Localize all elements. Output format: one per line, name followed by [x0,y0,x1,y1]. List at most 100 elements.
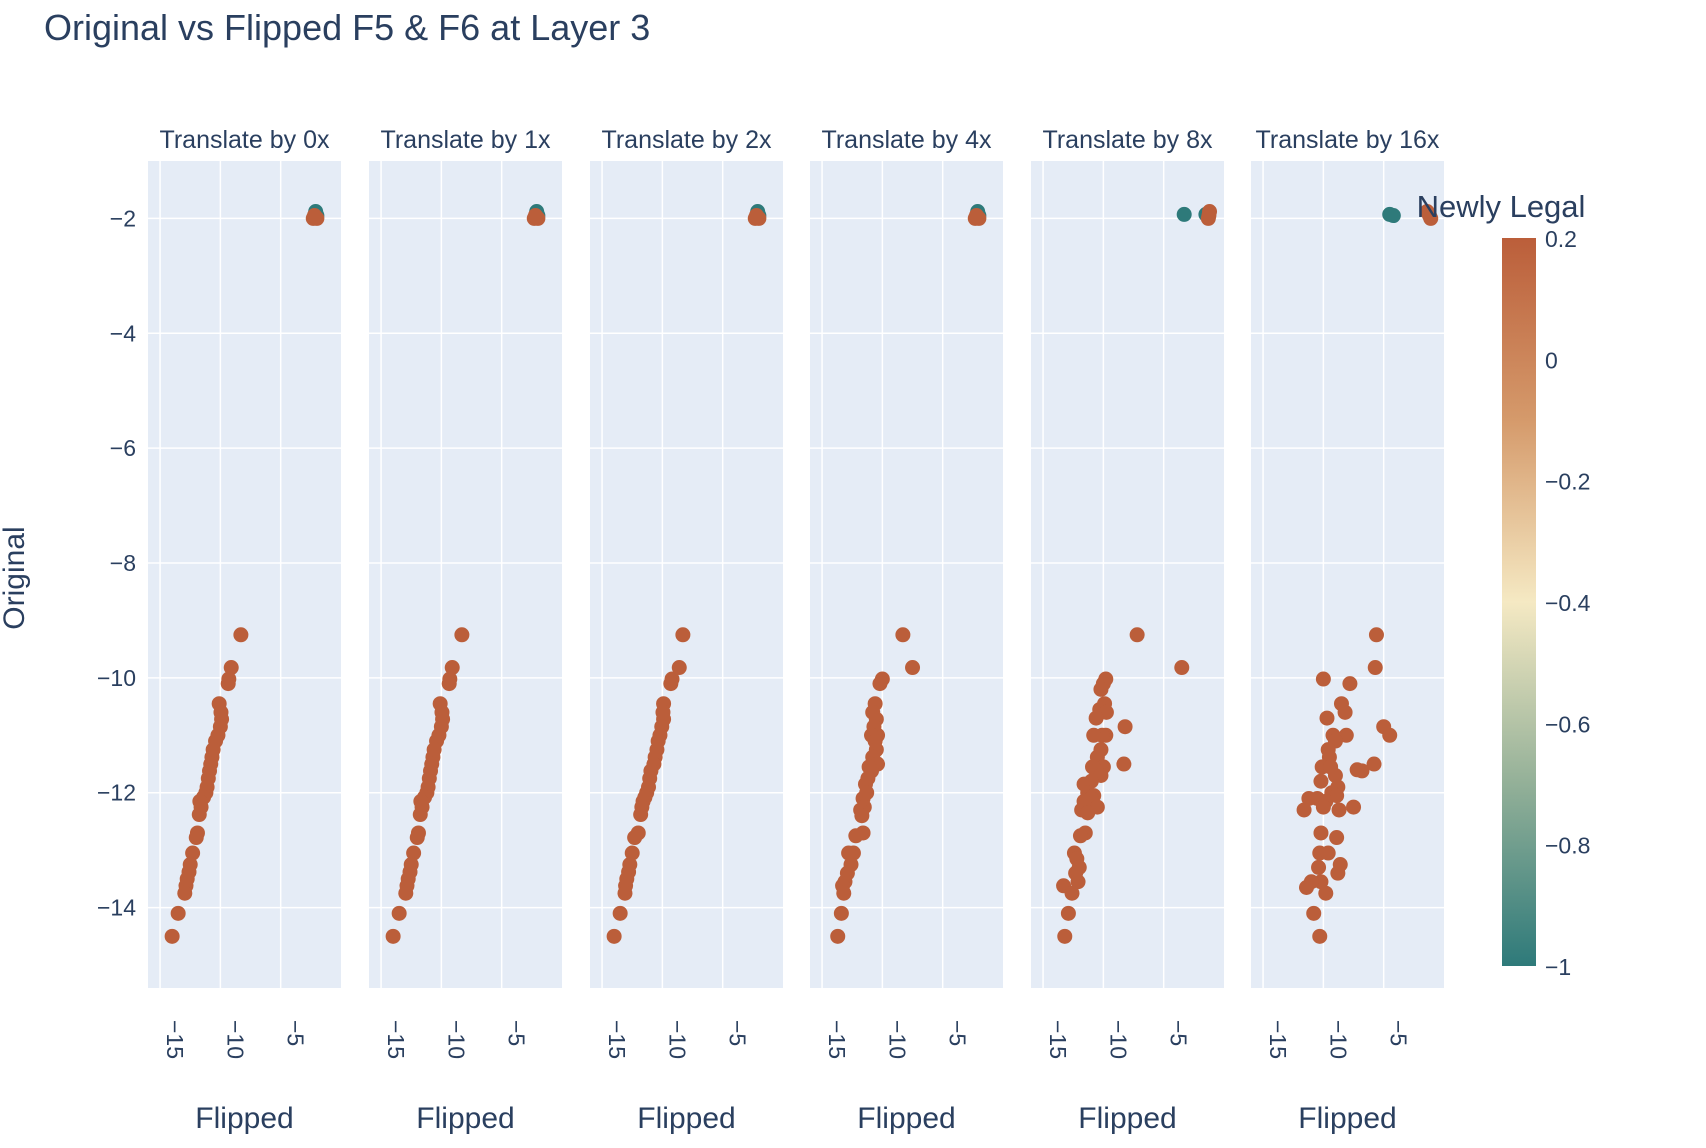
data-point [836,885,852,901]
data-point [663,676,679,692]
x-tick-label: −10 [884,1020,910,1059]
x-tick-label: −15 [604,1020,630,1059]
subplot-title: Translate by 2x [602,126,772,154]
data-point [748,208,764,224]
data-point [1088,710,1104,726]
data-point [627,830,643,846]
subplot-2: Translate by 2x −15 −10 −5 Flipped [590,126,783,1135]
data-point [1072,828,1088,844]
data-point [1382,727,1398,743]
plot-background [1251,161,1444,988]
data-point [1354,763,1370,779]
data-point [223,660,239,676]
data-point [1064,885,1080,901]
plot-background [810,161,1003,988]
subplot-title: Translate by 4x [822,126,992,154]
subplots-area: Translate by 0x−15 −10 −5FlippedTranslate … [97,126,1444,1135]
data-point [1320,845,1336,861]
x-axis-title: Flipped [857,1102,955,1135]
data-point [968,208,984,224]
x-tick-label: −10 [664,1020,690,1059]
data-point [1367,660,1383,676]
colorbar-tick-label: −1 [1545,954,1571,980]
data-point [177,885,193,901]
data-point [830,928,846,944]
x-axis-title: Flipped [637,1102,735,1135]
y-tick-label: −10 [97,665,136,691]
data-point [1057,928,1073,944]
x-tick-label: −5 [725,1020,751,1046]
x-tick-label: −5 [945,1020,971,1046]
data-point [1385,208,1401,224]
y-tick-label: −4 [110,320,136,346]
y-tick-label: −8 [110,550,136,576]
data-point [527,208,543,224]
data-point [220,676,236,692]
data-point [624,845,640,861]
data-point [848,828,864,844]
data-point [1298,879,1314,895]
data-point [1315,799,1331,815]
data-point [185,845,201,861]
y-tick-label: −6 [110,435,136,461]
subplot-title: Translate by 0x [160,126,330,154]
x-tick-label: −15 [162,1020,188,1059]
plot-background [1031,161,1224,988]
colorbar-tick-label: 0.2 [1545,226,1577,252]
data-point [841,845,857,861]
data-point [1331,802,1347,818]
colorbar-ticks: 0.2 0 −0.2 −0.4 −0.6 −0.8 −1 [1545,226,1591,980]
data-point [617,885,633,901]
data-point [188,830,204,846]
subplot-4: Translate by 8x −15 −10 −5 Flipped [1031,126,1224,1135]
x-tick-label: −5 [1166,1020,1192,1046]
data-point [1301,790,1317,806]
data-point [1422,208,1438,224]
data-point [1093,681,1109,697]
colorbar-gradient [1502,238,1536,966]
x-axis-title: Flipped [195,1102,293,1135]
y-tick-label: −14 [97,895,136,921]
data-point [1306,905,1322,921]
data-point [1337,704,1353,720]
x-tick-label: −15 [383,1020,409,1059]
data-point [1342,676,1358,692]
data-point [612,905,628,921]
chart-title: Original vs Flipped F5 & F6 at Layer 3 [44,7,650,48]
x-tick-label: −5 [283,1020,309,1046]
data-point [1174,660,1190,676]
data-point [306,208,322,224]
data-point [633,807,649,823]
data-point [1368,627,1384,643]
data-point [385,928,401,944]
x-tick-label: −10 [222,1020,248,1059]
x-axis-title: Flipped [1078,1102,1176,1135]
x-tick-label: −5 [504,1020,530,1046]
subplot-title: Translate by 16x [1256,126,1440,154]
data-point [406,845,422,861]
x-tick-label: −15 [824,1020,850,1059]
subplot-1: Translate by 1x −15 −10 −5 Flipped [369,126,562,1135]
data-point [1080,805,1096,821]
subplot-5: Translate by 16x −15 −10 −5 Flipped [1251,126,1444,1135]
data-point [1319,710,1335,726]
data-point [1060,905,1076,921]
subplot-3: Translate by 4x −15 −10 −5 Flipped [810,126,1003,1135]
data-point [391,905,407,921]
data-point [1201,208,1217,224]
data-point [1318,885,1334,901]
x-axis-title: Flipped [1298,1102,1396,1135]
x-tick-label: −5 [1386,1020,1412,1046]
data-point [1296,802,1312,818]
plot-background [369,161,562,988]
data-point [412,807,428,823]
data-point [671,660,687,676]
data-point [398,885,414,901]
data-point [1117,719,1133,735]
data-point [1086,727,1102,743]
data-point [1312,928,1328,944]
data-point [1129,627,1145,643]
plot-background [590,161,783,988]
data-point [1329,830,1345,846]
